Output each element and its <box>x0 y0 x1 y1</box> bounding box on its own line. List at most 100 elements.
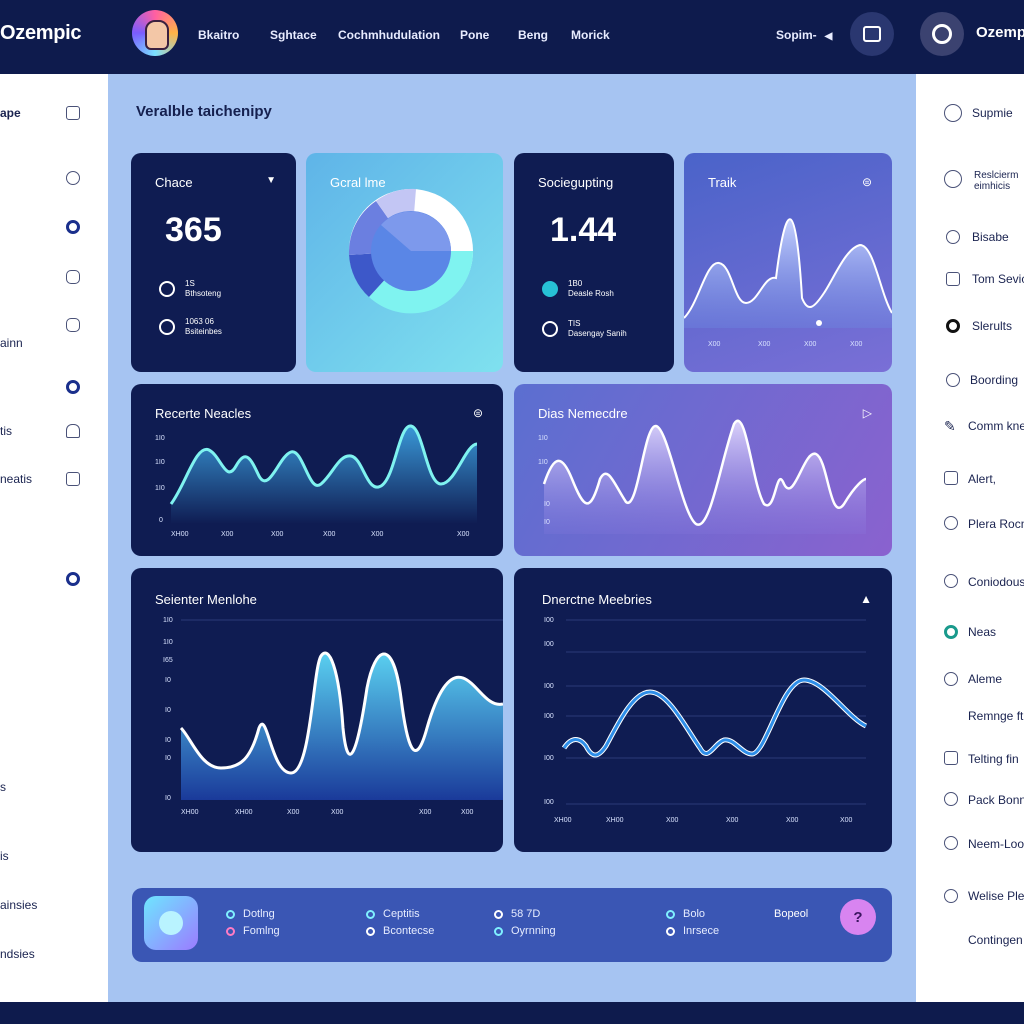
right-item-label[interactable]: Coniodous <box>968 575 1024 589</box>
notifications-button[interactable] <box>850 12 894 56</box>
right-item-label[interactable]: Bisabe <box>972 230 1009 244</box>
stat-row-label: Bsiteinbes <box>185 327 222 336</box>
play-icon[interactable]: ▷ <box>862 406 872 420</box>
right-item-label[interactable]: Boording <box>970 373 1019 387</box>
donut-chart <box>348 188 474 314</box>
nav-item-4[interactable]: Pone <box>460 28 490 42</box>
calendar-icon[interactable] <box>946 272 960 286</box>
legend-item[interactable]: Ceptitis <box>366 908 420 920</box>
nav-item-1[interactable]: Bkaitro <box>198 28 240 42</box>
legend-item[interactable]: Oyrnning <box>494 925 556 937</box>
sidebar-item-label[interactable]: ainn <box>0 336 23 350</box>
checkbox-icon[interactable] <box>66 472 80 486</box>
right-item-label[interactable]: Tom Sevice <box>972 272 1024 286</box>
sidebar-item-label[interactable]: is <box>0 849 9 863</box>
seienter-chart-card[interactable]: Seienter Menlohe 1I0 1I0 I65 I0 I0 I0 I0… <box>131 568 503 852</box>
checkbox-icon[interactable] <box>944 751 958 765</box>
legend-item[interactable]: Bcontecse <box>366 925 434 937</box>
app-logo[interactable] <box>132 10 178 56</box>
legend-label: Ceptitis <box>383 908 420 920</box>
trak-chart-card[interactable]: Traik ⊜ X00 X00 X00 X00 <box>684 153 892 372</box>
right-item-label[interactable]: Neem-Loon <box>968 837 1024 851</box>
sidebar-item-label[interactable]: s <box>0 780 6 794</box>
nav-item-3[interactable]: Cochmhudulation <box>338 28 440 42</box>
right-item-label[interactable]: Remnge ft <box>968 709 1024 723</box>
stat-card-chace[interactable]: Chace ▼ 365 1S Bthsoteng 1063 06 Bsiteinbe… <box>131 153 296 372</box>
dot-icon <box>666 926 675 936</box>
dias-chart-card[interactable]: Dias Nemecdre ▷ 1I0 1I0 I0 I0 <box>514 384 892 556</box>
nav-item-5[interactable]: Beng <box>518 28 548 42</box>
settings-icon[interactable]: ⊜ <box>861 175 872 189</box>
legend-item[interactable]: Dotlng <box>226 908 275 920</box>
gear-icon[interactable] <box>946 230 960 244</box>
right-item-label[interactable]: Telting fin <box>968 752 1019 766</box>
bag-icon[interactable] <box>66 318 80 332</box>
right-item-label[interactable]: Welise Pler <box>968 889 1024 903</box>
globe-icon[interactable] <box>946 373 960 387</box>
stat-row-value: 1B0 <box>568 279 583 288</box>
right-item-label[interactable]: Supmie <box>972 106 1013 120</box>
moon-icon[interactable] <box>944 836 958 850</box>
right-item-label[interactable]: Slerults <box>972 319 1013 333</box>
right-item-label[interactable]: Reslcierm eimhicis <box>974 170 1019 192</box>
x-tick: X00 <box>666 817 679 824</box>
right-item-label[interactable]: Plera Rocn <box>968 517 1024 531</box>
status-icon[interactable] <box>944 625 958 639</box>
settings-icon[interactable]: ⊜ <box>472 406 483 420</box>
person-icon[interactable] <box>944 170 962 188</box>
widget-logo[interactable] <box>144 896 198 950</box>
right-item-label[interactable]: Comm knes <box>968 419 1024 433</box>
clock-icon[interactable] <box>944 516 958 530</box>
x-tick: XH00 <box>181 809 199 816</box>
right-item-label[interactable]: Neas <box>968 625 997 639</box>
check-icon[interactable] <box>944 471 958 485</box>
stat-row-label: Dasengay Sanih <box>568 329 627 338</box>
right-item-label[interactable]: Alert, <box>968 472 997 486</box>
nav-item-2[interactable]: Sghtace <box>270 28 317 42</box>
right-item-label[interactable]: Aleme <box>968 672 1003 686</box>
sidebar-item-label[interactable]: tis <box>0 424 12 438</box>
legend-item[interactable]: 58 7D <box>494 908 540 920</box>
legend-item[interactable]: Inrsece <box>666 925 719 937</box>
legend-item[interactable]: Bolo <box>666 908 705 920</box>
goal-card[interactable]: Gcral lme <box>306 153 503 372</box>
y-tick: 1I0 <box>538 459 548 466</box>
seienter-chart: 1I0 1I0 I65 I0 I0 I0 I0 I0 XH00 XH00 X00… <box>163 617 503 816</box>
circle-icon[interactable] <box>66 171 80 185</box>
triangle-up-icon[interactable]: ▲ <box>860 592 872 606</box>
chevron-down-icon[interactable]: ▼ <box>266 175 276 186</box>
lock-icon[interactable] <box>66 270 80 284</box>
edit-icon[interactable] <box>66 106 80 120</box>
sidebar-item-label[interactable]: ndsies <box>0 947 35 961</box>
help-button[interactable]: ? <box>840 899 876 935</box>
radio-icon[interactable] <box>944 574 958 588</box>
bottom-user-label[interactable]: Bopeol <box>774 908 809 920</box>
profile-button[interactable] <box>920 12 964 56</box>
target-icon[interactable] <box>66 220 80 234</box>
dot-icon <box>366 926 375 936</box>
sidebar-item-label[interactable]: neatis <box>0 472 33 486</box>
target-icon[interactable] <box>66 380 80 394</box>
target-icon[interactable] <box>66 572 80 586</box>
top-select[interactable]: Sopim- ◀ <box>776 28 832 42</box>
web-icon[interactable] <box>944 889 958 903</box>
sidebar-item-label[interactable]: ape <box>0 106 21 120</box>
pin-icon[interactable] <box>944 792 958 806</box>
home-icon[interactable] <box>66 424 80 438</box>
stat-row-label: Bthsoteng <box>185 289 222 298</box>
right-item-label[interactable]: Pack Bonn <box>968 793 1024 807</box>
card-title: Chace <box>155 175 193 190</box>
x-tick: X00 <box>840 817 853 824</box>
bell-icon[interactable] <box>944 672 958 686</box>
sidebar-item-label[interactable]: ainsies <box>0 898 38 912</box>
right-item-label[interactable]: Contingen <box>968 933 1023 947</box>
stat-card-soci[interactable]: Sociegupting 1.44 1B0 Deasle Rosh TIS Dase… <box>514 153 674 372</box>
brand-name[interactable]: Ozempic <box>0 22 82 44</box>
nav-item-6[interactable]: Morick <box>571 28 610 42</box>
dnerctne-chart-card[interactable]: Dnerctne Meebries ▲ I00 I00 I00 I00 I00 … <box>514 568 892 852</box>
pen-icon[interactable]: ✎ <box>944 418 956 434</box>
recente-chart-card[interactable]: Recerte Neacles ⊜ 1I0 1I0 1I0 0 XH00 X00… <box>131 384 503 556</box>
legend-item[interactable]: Fomlng <box>226 925 280 937</box>
chat-icon[interactable] <box>946 319 960 333</box>
search-icon[interactable] <box>944 104 962 122</box>
